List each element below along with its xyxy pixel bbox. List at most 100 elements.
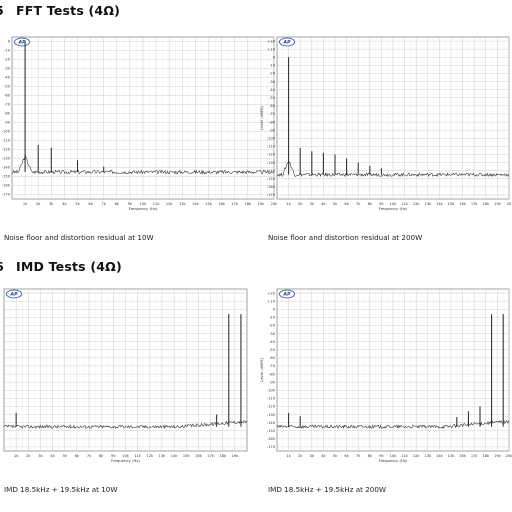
y-tick-label: -10 (4, 49, 11, 53)
y-tick-label: -110 (267, 145, 276, 149)
x-tick-label: 14k (436, 454, 444, 458)
fft-chart-10w: 1k 2k 3k 4k 5k 6k 7k 8k 9k 10k 11k 12k 13k 14k 15k 16k 1… (2, 36, 277, 211)
x-tick-label: 10k (390, 454, 398, 458)
y-tick-label: -20 (4, 58, 11, 62)
y-tick-label: -160 (267, 185, 276, 189)
x-tick-label: 5k (63, 454, 68, 458)
x-tick-label: 5k (75, 202, 80, 206)
y-tick-label: -100 (2, 130, 11, 134)
ap-logo-text: AP (283, 292, 292, 298)
x-tick-label: 3k (49, 202, 54, 206)
x-tick-label: 13k (424, 202, 432, 206)
y-tick-label: -90 (4, 121, 11, 125)
y-tick-label: -20 (269, 324, 276, 328)
y-tick-label: +20 (267, 291, 275, 295)
x-axis-label: Frequency (Hz) (379, 458, 408, 463)
y-tick-label: -140 (267, 421, 276, 425)
y-tick-label: -110 (2, 139, 11, 143)
noise-floor-trace (3, 420, 248, 430)
x-tick-label: 4k (321, 454, 326, 458)
x-tick-label: 15k (448, 454, 456, 458)
y-tick-label: -100 (267, 388, 276, 392)
y-tick-label: -130 (2, 157, 11, 161)
x-tick-label: 9k (111, 454, 116, 458)
x-tick-label: 2k (298, 202, 303, 206)
y-tick-label: -10 (269, 316, 276, 320)
x-tick-label: 8k (115, 202, 120, 206)
x-tick-label: 5k (333, 454, 338, 458)
x-tick-label: 7k (356, 454, 361, 458)
ap-logo-ring (6, 289, 22, 299)
noise-floor-trace (11, 154, 275, 175)
x-tick-label: 6k (344, 202, 349, 206)
x-tick-label: 4k (50, 454, 55, 458)
fft-chart-200w: 1k 2k 3k 4k 5k 6k 7k 8k 9k 10k 11k 12k 13k 14k 15k 16k 1… (259, 36, 512, 211)
y-tick-label: -20 (269, 72, 276, 76)
ap-logo: AP (6, 289, 22, 299)
x-tick-label: 3k (310, 454, 315, 458)
ap-logo: AP (14, 37, 30, 47)
imd-chart-10w: 1k 2k 3k 4k 5k 6k 7k 8k 9k 10k 11k 12k 13k 14k 15k 16k 1… (3, 288, 248, 463)
x-tick-label: 1k (286, 202, 291, 206)
x-tick-label: 11k (401, 454, 409, 458)
x-tick-label: 1k (286, 454, 291, 458)
section-title-fft: 5 FFT Tests (4Ω) (0, 3, 120, 18)
x-tick-label: 19k (232, 454, 240, 458)
x-tick-label: 19k (494, 454, 502, 458)
ap-logo: AP (279, 289, 295, 299)
x-tick-label: 8k (99, 454, 104, 458)
x-tick-label: 5k (333, 202, 338, 206)
x-tick-label: 12k (413, 202, 421, 206)
ap-logo-ring (279, 289, 295, 299)
y-tick-label: -30 (4, 67, 11, 71)
x-tick-label: 20k (506, 454, 512, 458)
y-tick-label: -80 (269, 372, 276, 376)
x-tick-label: 7k (356, 202, 361, 206)
section-title: IMD Tests (4Ω) (16, 259, 122, 274)
x-tick-label: 16k (459, 202, 467, 206)
x-tick-label: 2k (36, 202, 41, 206)
x-tick-label: 9k (379, 202, 384, 206)
ap-logo-text: AP (18, 40, 27, 46)
x-tick-label: 10k (390, 202, 398, 206)
x-tick-label: 9k (379, 454, 384, 458)
imd-chart-200w: 1k 2k 3k 4k 5k 6k 7k 8k 9k 10k 11k 12k 13k 14k 15k 16k 1… (259, 288, 512, 463)
x-axis-label: Frequency (Hz) (111, 458, 140, 463)
y-tick-label: -50 (4, 85, 11, 89)
x-tick-label: 11k (401, 202, 409, 206)
x-tick-label: 14k (192, 202, 200, 206)
y-tick-label: -10 (269, 64, 276, 68)
y-tick-label: -110 (267, 397, 276, 401)
y-tick-label: -120 (267, 153, 276, 157)
y-tick-label: -30 (269, 332, 276, 336)
y-tick-label: 0 (273, 307, 276, 311)
x-tick-label: 2k (26, 454, 31, 458)
y-tick-label: -50 (269, 348, 276, 352)
y-tick-label: -150 (2, 175, 11, 179)
x-tick-label: 15k (205, 202, 213, 206)
x-tick-label: 20k (271, 202, 277, 206)
x-tick-label: 17k (471, 454, 479, 458)
y-tick-label: -160 (267, 437, 276, 441)
x-tick-label: 13k (159, 454, 167, 458)
x-tick-label: 18k (219, 454, 227, 458)
y-tick-label: +10 (267, 47, 275, 51)
y-axis-label: Level (dBFS) (259, 106, 264, 130)
y-tick-label: -130 (267, 413, 276, 417)
x-tick-label: 6k (88, 202, 93, 206)
x-tick-label: 19k (494, 202, 502, 206)
y-tick-label: -40 (4, 76, 11, 80)
x-tick-label: 16k (195, 454, 203, 458)
y-tick-label: -100 (267, 136, 276, 140)
y-tick-label: -30 (269, 80, 276, 84)
x-tick-label: 19k (258, 202, 266, 206)
x-tick-label: 7k (87, 454, 92, 458)
x-tick-label: 11k (153, 202, 161, 206)
y-tick-label: -70 (4, 103, 11, 107)
y-tick-label: -60 (4, 94, 11, 98)
x-tick-label: 17k (471, 202, 479, 206)
y-tick-label: -90 (269, 380, 276, 384)
section-title-imd: 6 IMD Tests (4Ω) (0, 259, 122, 274)
x-tick-label: 4k (62, 202, 67, 206)
section-number: 6 (0, 259, 11, 274)
